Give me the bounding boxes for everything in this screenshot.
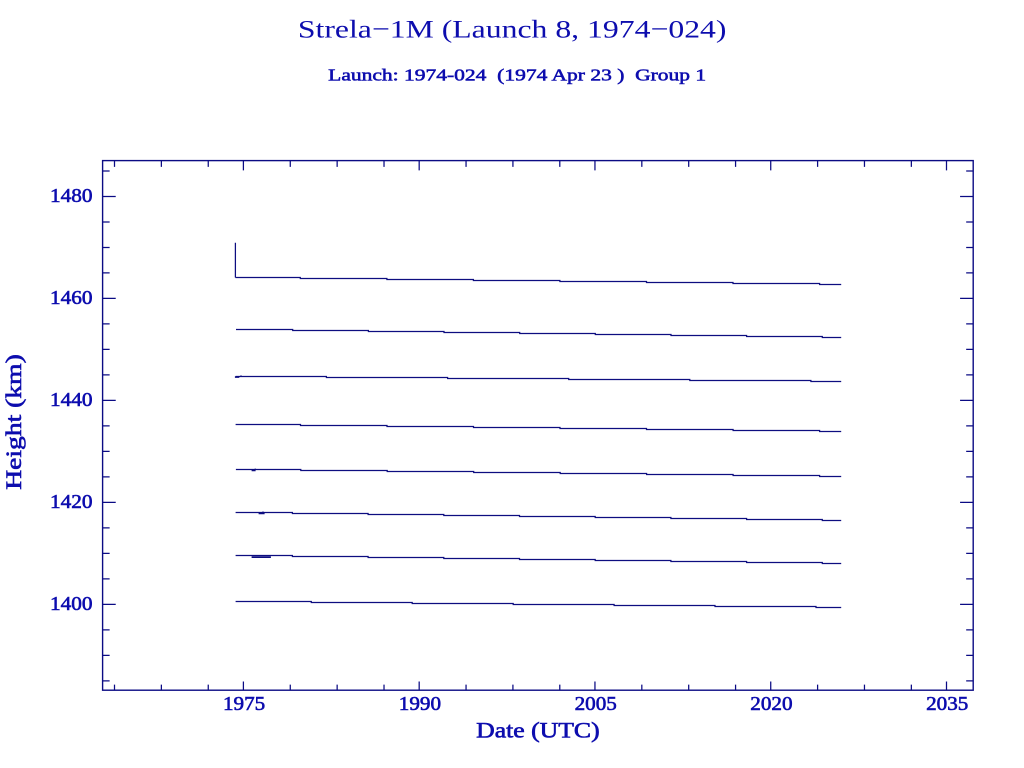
svg-text:Strela−1M (Launch 8, 1974−024): Strela−1M (Launch 8, 1974−024) — [298, 15, 727, 44]
svg-text:1460: 1460 — [50, 287, 93, 309]
svg-text:1990: 1990 — [399, 693, 441, 715]
svg-text:1975: 1975 — [223, 693, 265, 715]
svg-text:1400: 1400 — [50, 593, 93, 615]
svg-text:1440: 1440 — [50, 389, 93, 411]
svg-text:Date (UTC): Date (UTC) — [476, 719, 600, 743]
svg-text:1420: 1420 — [50, 491, 93, 513]
svg-text:2020: 2020 — [750, 693, 792, 715]
svg-text:2005: 2005 — [575, 693, 617, 715]
svg-text:1480: 1480 — [50, 185, 93, 207]
svg-text:Height (km): Height (km) — [1, 354, 26, 490]
svg-text:Launch: 1974-024 (1974 Apr 23: Launch: 1974-024 (1974 Apr 23 ) Group 1 — [328, 66, 706, 85]
svg-text:2035: 2035 — [926, 693, 968, 715]
